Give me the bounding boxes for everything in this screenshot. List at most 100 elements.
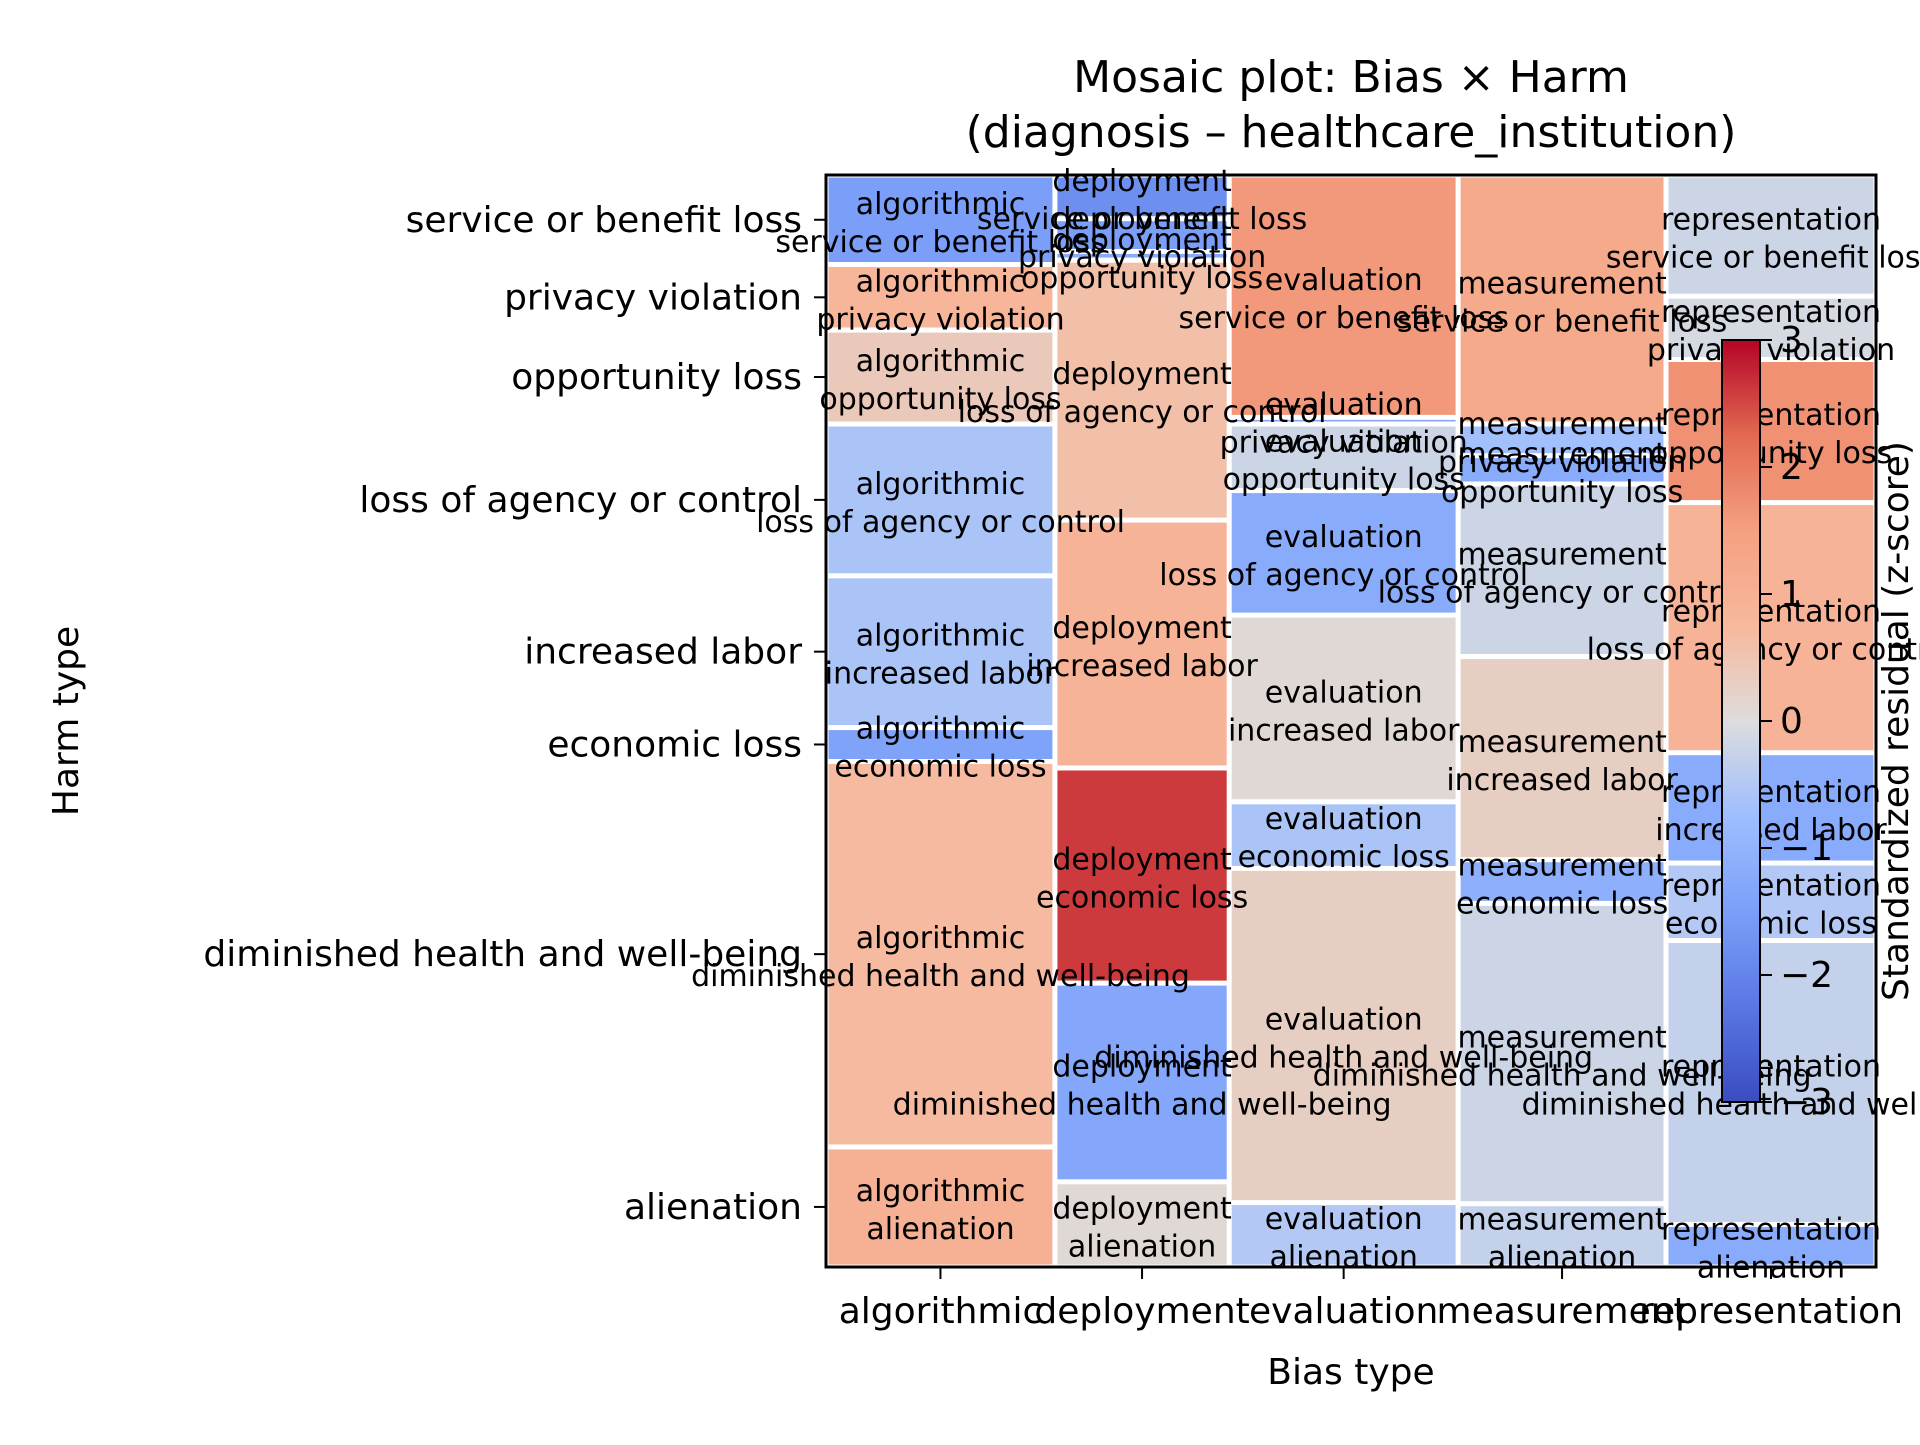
cell-label-harm-2-4: increased labor [1228, 713, 1460, 748]
mosaic-cell-2-2 [1229, 424, 1458, 491]
cell-label-harm-1-3: loss of agency or control [958, 395, 1327, 430]
cell-label-harm-1-0: service or benefit loss [977, 202, 1307, 237]
cell-label-bias-3-0: measurement [1457, 267, 1667, 302]
x-tick-label: evaluation [1249, 1291, 1438, 1332]
cell-label-harm-3-5: economic loss [1456, 887, 1668, 922]
y-tick-label: increased labor [524, 632, 802, 673]
mosaic-cell-1-6 [1055, 983, 1229, 1182]
mosaic-cell-2-5 [1229, 802, 1458, 868]
y-tick-label: privacy violation [504, 277, 802, 318]
mosaic-cell-0-4 [826, 576, 1055, 728]
mosaic-cell-3-1 [1458, 424, 1666, 456]
mosaic-cell-3-2 [1458, 456, 1666, 484]
y-axis-title: Harm type [46, 626, 87, 816]
cell-label-bias-0-1: algorithmic [856, 264, 1026, 299]
mosaic-cell-0-0 [826, 175, 1055, 264]
cell-label-bias-3-3: measurement [1457, 537, 1667, 572]
cell-label-bias-3-7: measurement [1457, 1202, 1667, 1237]
cell-label-harm-0-6: diminished health and well-being [691, 959, 1190, 994]
cell-label-bias-4-6: representation [1661, 1050, 1881, 1085]
cell-label-bias-2-1: evaluation [1265, 388, 1423, 423]
mosaic-cell-2-6 [1229, 868, 1458, 1203]
cell-label-bias-2-3: evaluation [1265, 520, 1423, 555]
y-tick-label: diminished health and well-being [203, 934, 802, 975]
cell-label-bias-4-1: representation [1661, 295, 1881, 330]
chart-subtitle: (diagnosis – healthcare_institution) [966, 107, 1737, 158]
mosaic-cell-3-5 [1458, 860, 1666, 903]
mosaic-cell-2-7 [1229, 1203, 1458, 1267]
cell-label-bias-1-0: deployment [1052, 164, 1232, 199]
mosaic-cell-3-4 [1458, 657, 1666, 860]
cell-label-bias-3-2: measurement [1457, 437, 1667, 472]
mosaic-cell-1-2 [1055, 251, 1229, 260]
cell-label-bias-2-7: evaluation [1265, 1202, 1423, 1237]
cell-label-bias-2-6: evaluation [1265, 1003, 1423, 1038]
mosaic-cell-2-4 [1229, 615, 1458, 802]
mosaic-cell-4-3 [1666, 503, 1876, 753]
cell-label-harm-3-2: opportunity loss [1441, 475, 1683, 510]
cell-label-bias-4-2: representation [1661, 398, 1881, 433]
cell-label-harm-0-3: loss of agency or control [756, 505, 1125, 540]
cell-label-bias-3-4: measurement [1457, 725, 1667, 760]
mosaic-cell-2-0 [1229, 175, 1458, 417]
cell-label-bias-4-7: representation [1661, 1213, 1881, 1248]
mosaic-cell-2-3 [1229, 491, 1458, 615]
cell-label-bias-1-6: deployment [1052, 1050, 1232, 1085]
cell-label-harm-1-4: increased labor [1026, 649, 1258, 684]
cell-label-bias-1-7: deployment [1052, 1191, 1232, 1226]
cell-label-bias-1-1: deployment [1052, 202, 1232, 237]
cell-label-bias-3-5: measurement [1457, 849, 1667, 884]
colorbar-tick-label: 3 [1780, 320, 1803, 361]
y-tick-label: service or benefit loss [406, 200, 802, 241]
cell-label-harm-2-0: service or benefit loss [1179, 301, 1509, 336]
mosaic-cell-1-4 [1055, 520, 1229, 768]
x-tick-label: deployment [1034, 1291, 1249, 1332]
cell-label-bias-0-3: algorithmic [856, 467, 1026, 502]
cell-label-bias-4-4: representation [1661, 775, 1881, 810]
cell-label-harm-4-2: opportunity loss [1650, 436, 1892, 471]
cell-label-harm-4-6: diminished health and well-being [1522, 1088, 1920, 1123]
cell-label-bias-0-2: algorithmic [856, 344, 1026, 379]
cell-label-harm-2-6: diminished health and well-being [1094, 1041, 1593, 1076]
cell-label-bias-1-3: deployment [1052, 357, 1232, 392]
y-tick-label: loss of agency or control [359, 480, 802, 521]
cell-label-bias-4-0: representation [1661, 203, 1881, 238]
mosaic-cell-4-6 [1666, 941, 1876, 1224]
cell-label-harm-1-6: diminished health and well-being [893, 1088, 1392, 1123]
x-tick-label: algorithmic [839, 1291, 1043, 1332]
colorbar [1721, 339, 1761, 1103]
mosaic-cell-4-0 [1666, 175, 1876, 296]
cell-label-harm-2-1: privacy violation [1220, 426, 1468, 461]
mosaic-cell-3-6 [1458, 903, 1666, 1204]
colorbar-tick-label: 0 [1780, 701, 1803, 742]
mosaic-cell-1-3 [1055, 260, 1229, 520]
cell-label-harm-0-7: alienation [866, 1212, 1014, 1247]
cell-label-bias-4-3: representation [1661, 595, 1881, 630]
cell-label-harm-1-1: privacy violation [1018, 240, 1266, 275]
y-tick-label: opportunity loss [511, 357, 802, 398]
cell-label-harm-2-5: economic loss [1238, 840, 1450, 875]
cell-label-bias-2-2: evaluation [1265, 424, 1423, 459]
cell-label-bias-0-7: algorithmic [856, 1174, 1026, 1209]
x-tick-label: measurement [1437, 1291, 1688, 1332]
colorbar-ticks: 3 2 1 0 −1 −2 −3 [1760, 320, 1833, 1123]
mosaic-cell-1-1 [1055, 219, 1229, 251]
colorbar-tick-label: −1 [1780, 828, 1833, 869]
mosaic-cell-4-1 [1666, 296, 1876, 360]
y-tick-label: economic loss [547, 725, 802, 766]
cell-label-harm-4-4: increased labor [1655, 813, 1887, 848]
mosaic-cell-0-1 [826, 265, 1055, 330]
colorbar-tick-label: 2 [1780, 447, 1803, 488]
colorbar-tick-label: −2 [1780, 955, 1833, 996]
cell-label-harm-1-5: economic loss [1036, 881, 1248, 916]
mosaic-cell-1-0 [1055, 175, 1229, 219]
mosaic-cell-labels: algorithmic service or benefit loss algori… [691, 164, 1920, 1286]
mosaic-cells [826, 175, 1876, 1267]
cell-label-harm-3-1: privacy violation [1438, 445, 1686, 480]
colorbar-tick-label: 1 [1780, 574, 1803, 615]
cell-label-harm-3-3: loss of agency or control [1378, 575, 1747, 610]
cell-label-bias-2-0: evaluation [1265, 263, 1423, 298]
cell-label-harm-3-0: service or benefit loss [1397, 305, 1727, 340]
cell-label-harm-0-2: opportunity loss [819, 382, 1061, 417]
